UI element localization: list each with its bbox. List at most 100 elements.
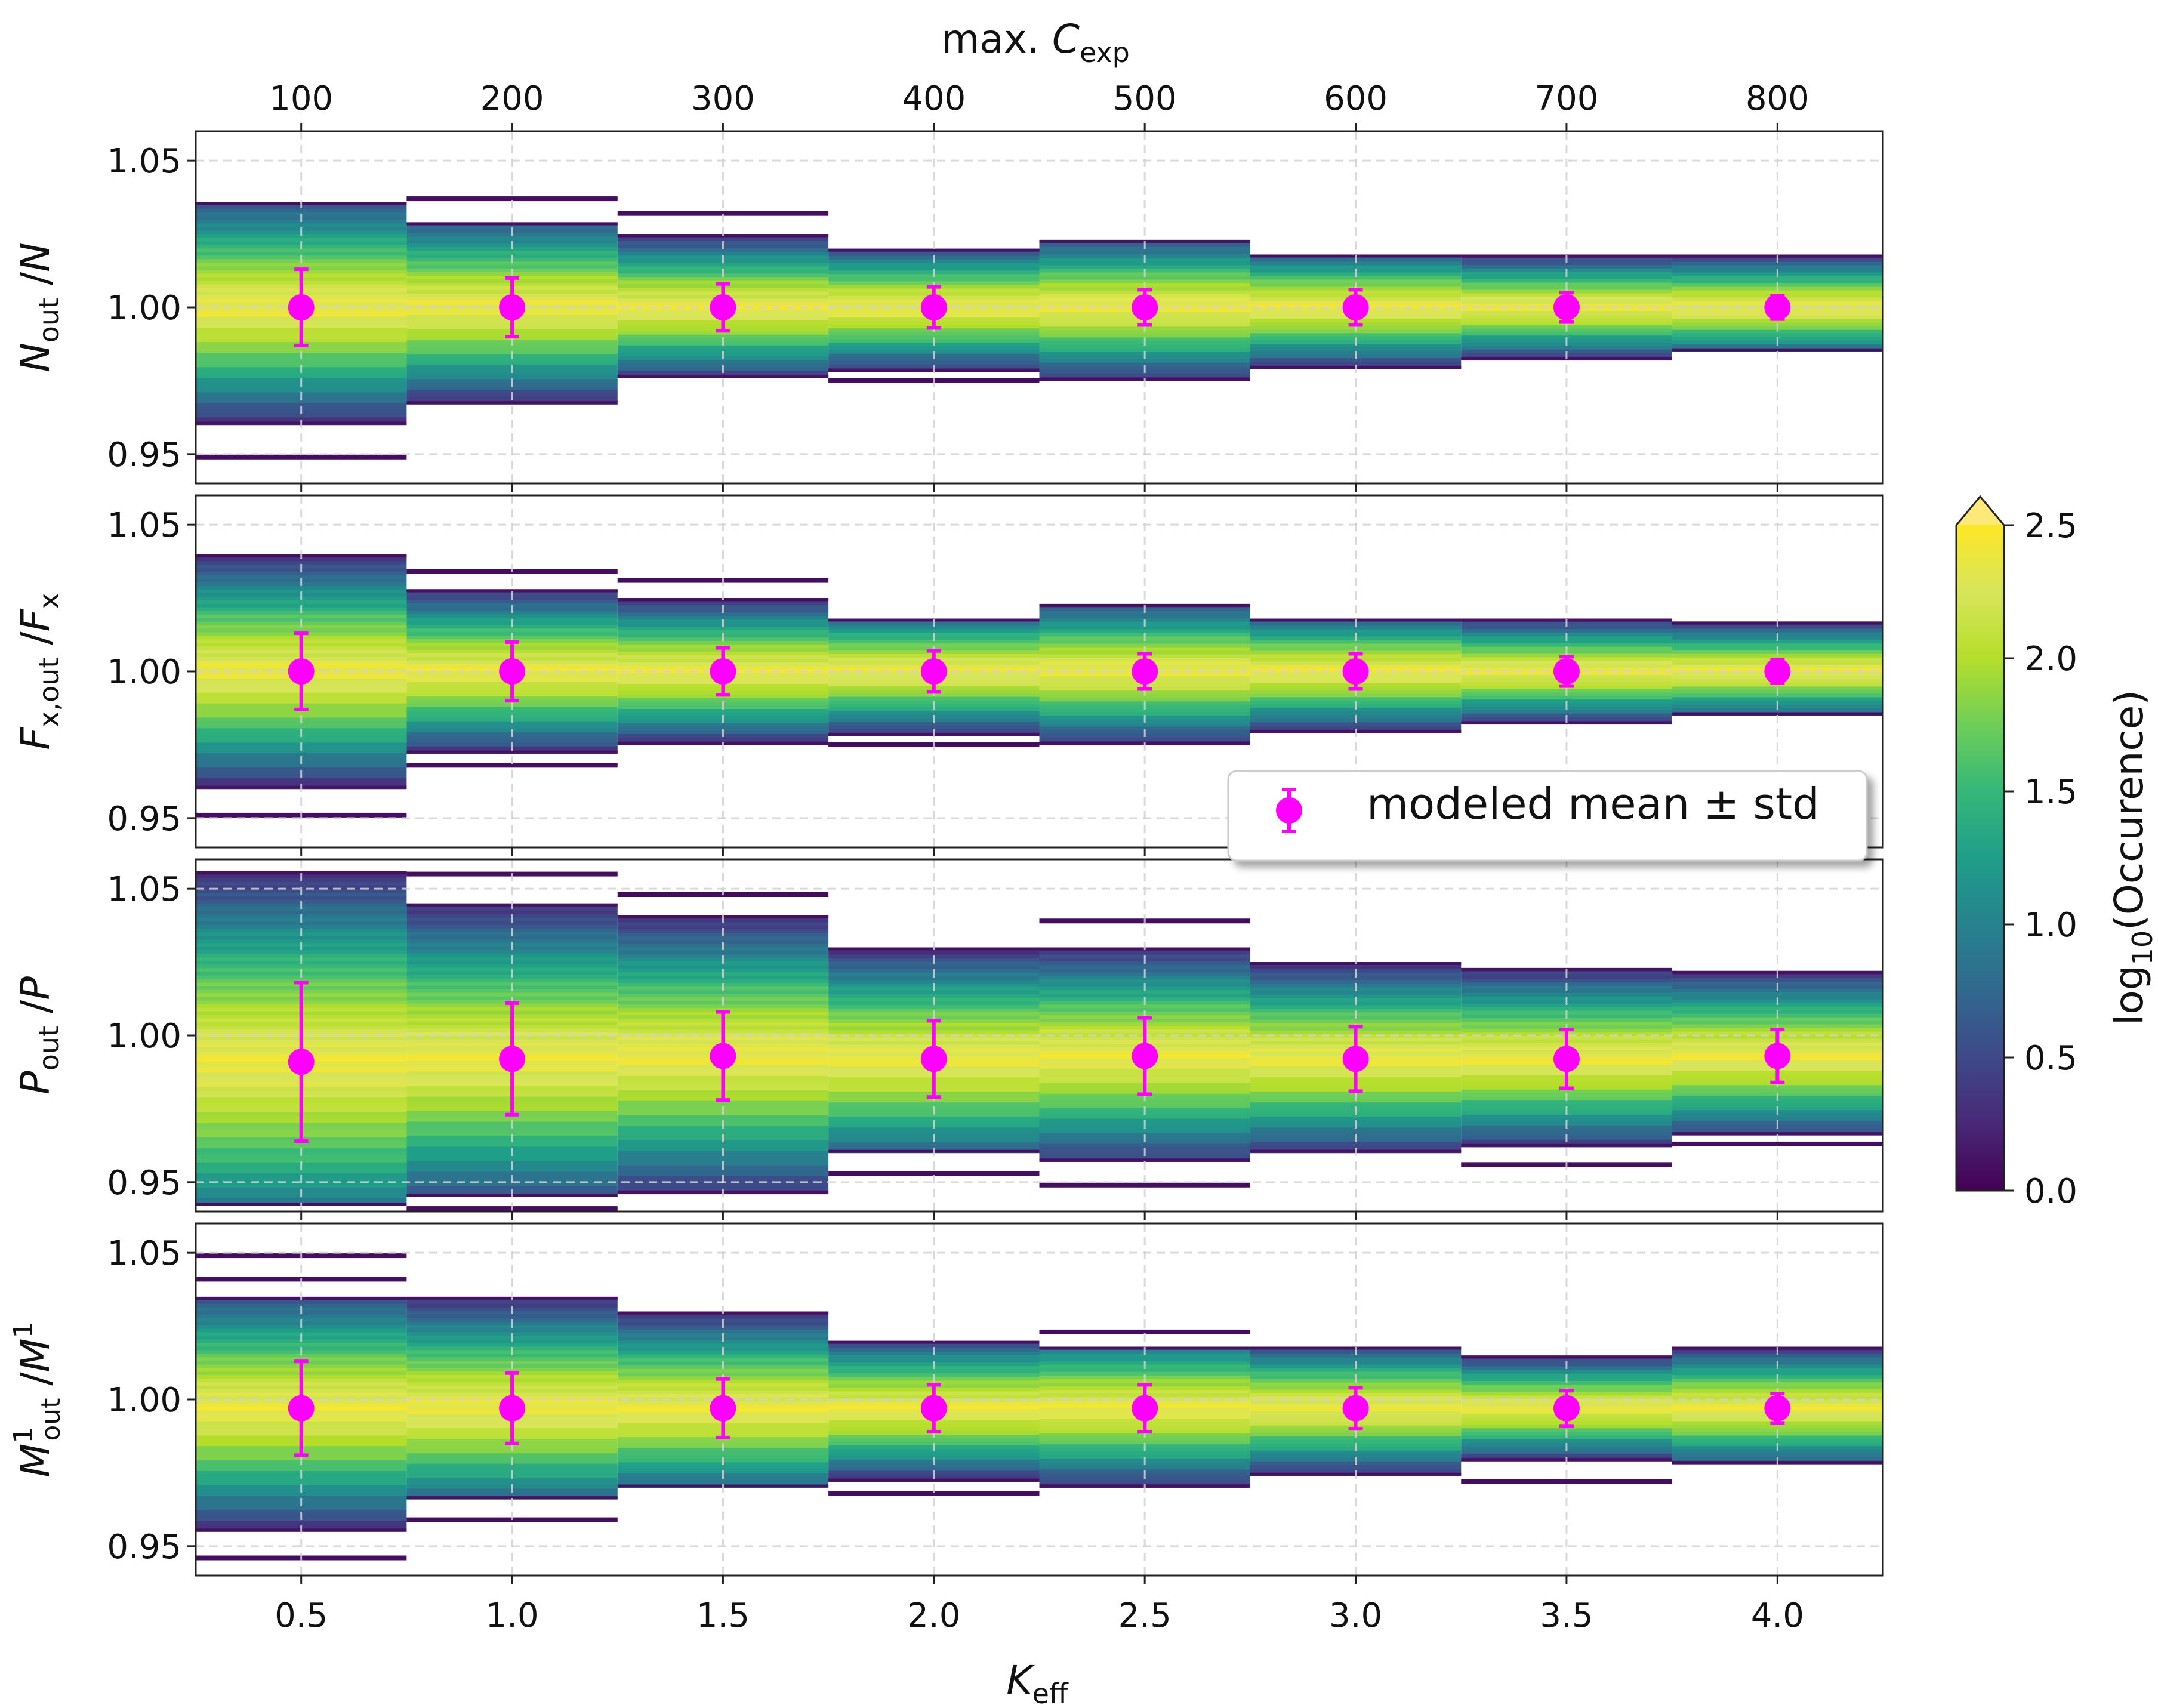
hist-cell	[406, 347, 618, 352]
hist-cell	[1250, 1371, 1462, 1376]
hist-cell	[1250, 697, 1462, 701]
hist-cell	[1461, 992, 1672, 997]
mean-marker	[710, 1395, 736, 1422]
hist-cell	[1250, 1113, 1462, 1117]
hist-cell	[196, 1467, 407, 1472]
hist-cell	[1039, 640, 1250, 645]
hist-cell	[828, 951, 1040, 955]
hist-cell	[1461, 1450, 1672, 1454]
hist-cell	[828, 976, 1040, 981]
hist-cell	[196, 907, 407, 911]
hist-cell	[406, 600, 618, 604]
grid	[196, 131, 1883, 483]
hist-edge	[828, 248, 1040, 252]
y-tick-label: 0.95	[107, 1164, 181, 1203]
hist-cell	[617, 248, 829, 252]
hist-cell	[617, 1172, 829, 1177]
hist-cell	[1039, 951, 1250, 955]
mean-marker	[288, 294, 315, 320]
hist-cell	[1039, 708, 1250, 713]
hist-cell	[196, 389, 407, 393]
hist-cell	[828, 346, 1040, 351]
colorbar-tick-label: 1.0	[2024, 906, 2077, 945]
hist-cell	[1250, 1382, 1462, 1387]
hist-cell	[617, 359, 829, 364]
hist-cell	[1250, 347, 1462, 352]
hist-cell	[1461, 989, 1672, 994]
hist-cell	[1250, 994, 1462, 998]
hist-cell	[1672, 992, 1883, 997]
hist-cell	[617, 630, 829, 634]
hist-cell	[1461, 1103, 1672, 1108]
top-axis-label: max. Cexp	[941, 16, 1130, 69]
hist-cell	[1039, 625, 1250, 630]
hist-cell	[1039, 976, 1250, 980]
hist-cell	[196, 964, 407, 969]
y-label-numerator-sup: 1	[8, 1427, 39, 1444]
mean-marker	[1553, 1395, 1580, 1422]
hist-cell	[196, 557, 407, 562]
hist-cell	[1461, 1089, 1672, 1094]
top-tick-label: 100	[269, 79, 333, 118]
hist-edge	[828, 1478, 1040, 1482]
hist-cell	[196, 939, 407, 944]
hist-cell	[1672, 1099, 1883, 1103]
hist-cell	[617, 1129, 829, 1134]
hist-cell	[406, 1118, 618, 1123]
y-label-denominator: P	[13, 976, 58, 1000]
hist-cell	[1461, 1439, 1672, 1444]
colorbar-tick-label: 0.0	[2024, 1172, 2077, 1211]
hist-outlier	[1672, 1141, 1883, 1146]
hist-cell	[617, 1183, 829, 1188]
hist-cell	[617, 1186, 829, 1191]
y-tick-label: 1.00	[107, 289, 181, 328]
hist-cell	[406, 735, 618, 740]
hist-cell	[617, 698, 829, 702]
hist-cell	[196, 1343, 407, 1347]
y-axis-label: Pout /P	[13, 976, 65, 1095]
hist-cell	[196, 763, 407, 768]
hist-cell	[828, 711, 1040, 716]
mean-marker	[1553, 1046, 1580, 1072]
hist-cell	[406, 1328, 618, 1333]
hist-cell	[1672, 978, 1883, 982]
hist-cell	[617, 965, 829, 969]
hist-cell	[1250, 991, 1462, 995]
hist-cell	[406, 1492, 618, 1496]
hist-cell	[1461, 1114, 1672, 1119]
hist-cell	[1250, 1019, 1462, 1024]
hist-cell	[617, 1480, 829, 1485]
hist-cell	[828, 979, 1040, 984]
hist-cell	[828, 994, 1040, 998]
hist-cell	[406, 724, 618, 729]
hist-cell	[1461, 625, 1672, 630]
hist-cell	[196, 896, 407, 901]
hist-cell	[1250, 1368, 1462, 1373]
hist-cell	[196, 1184, 407, 1188]
mean-marker	[1342, 658, 1369, 685]
hist-cell	[828, 1463, 1040, 1468]
hist-cell	[406, 949, 618, 954]
x-tick-label: 0.5	[275, 1596, 328, 1635]
hist-cell	[617, 737, 829, 742]
hist-cell	[828, 640, 1040, 644]
x-tick-label: 2.5	[1118, 1596, 1172, 1635]
hist-cell	[828, 629, 1040, 633]
hist-cell	[828, 1142, 1040, 1146]
hist-cell	[196, 710, 407, 715]
hist-cell	[1672, 697, 1883, 702]
hist-cell	[196, 385, 407, 389]
y-label-slash: /	[13, 1000, 58, 1026]
hist-cell	[1461, 1003, 1672, 1008]
hist-cell	[196, 252, 407, 257]
hist-cell	[828, 360, 1040, 365]
hist-edge	[406, 589, 618, 593]
y-label-slash: /	[13, 272, 58, 298]
hist-cell	[1039, 1154, 1250, 1159]
hist-cell	[196, 1478, 407, 1482]
hist-cell	[617, 994, 829, 998]
mean-marker	[288, 1049, 315, 1075]
hist-cell	[617, 602, 829, 606]
hist-cell	[617, 1004, 829, 1009]
mean-marker	[499, 658, 526, 685]
